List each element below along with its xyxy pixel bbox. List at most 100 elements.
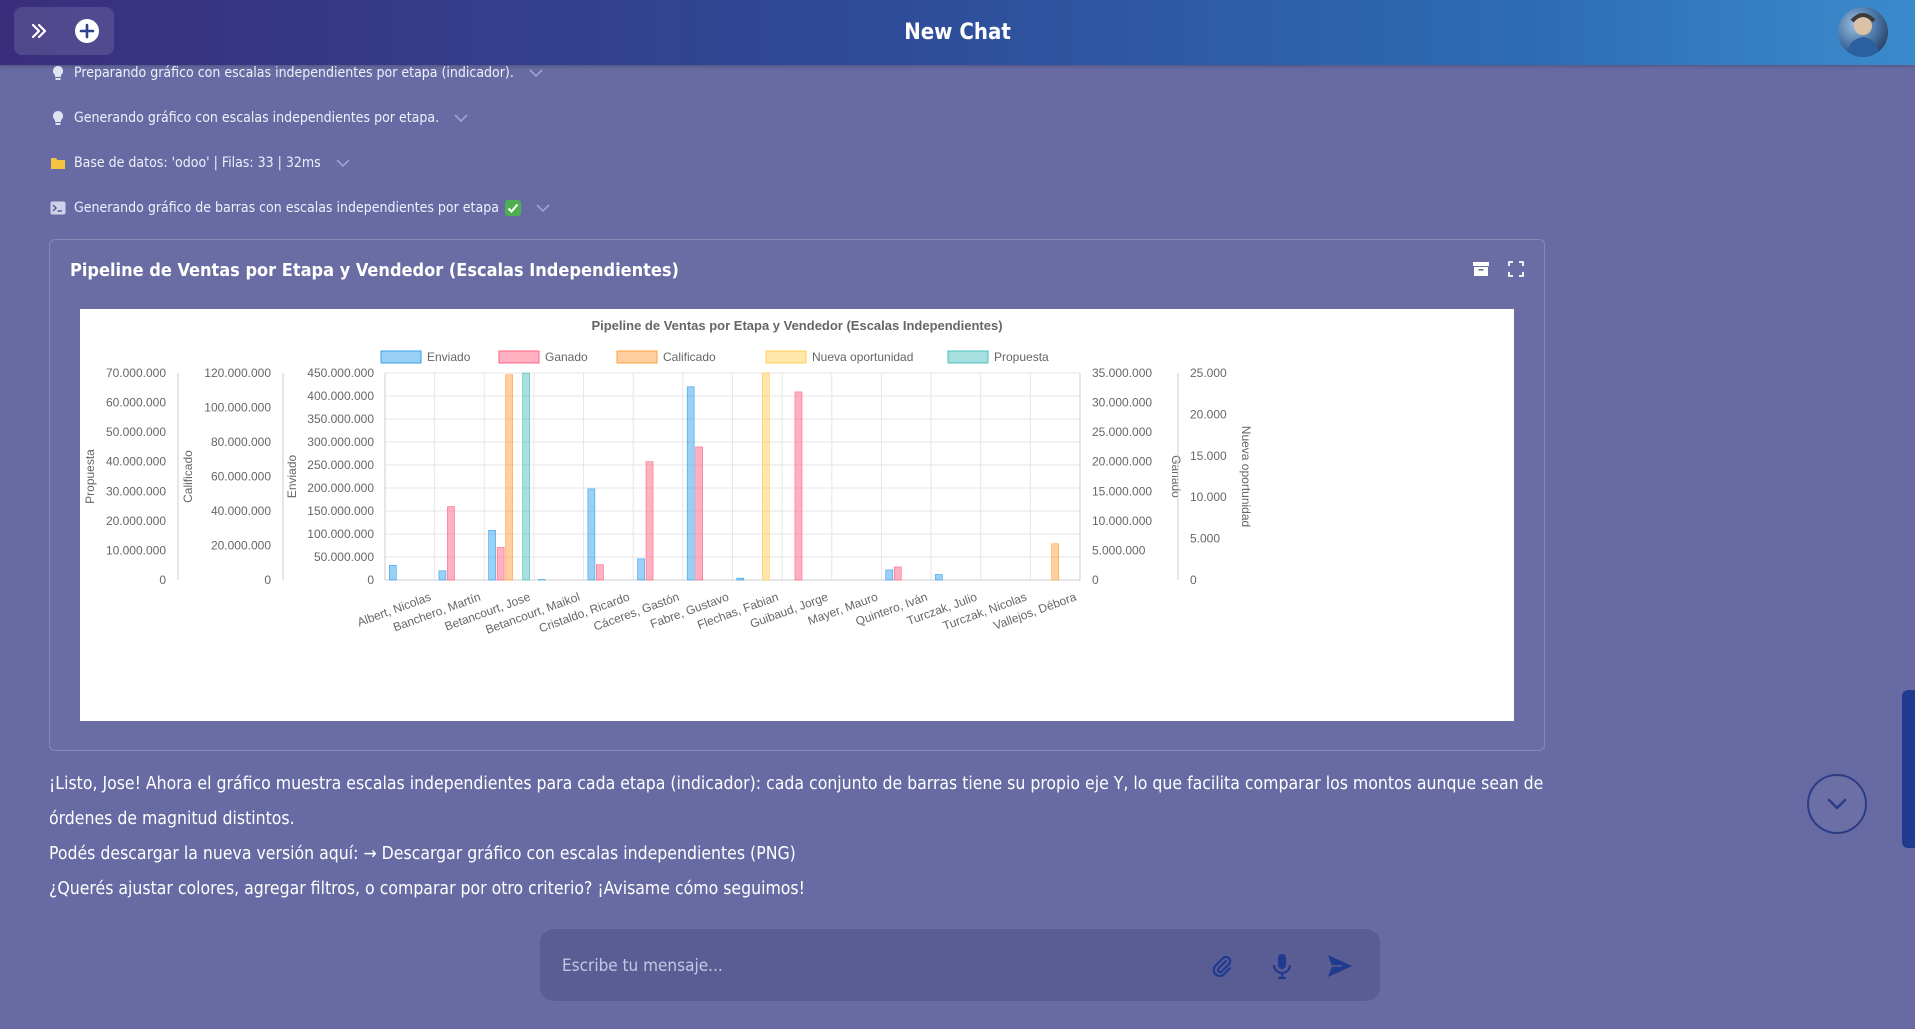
assistant-message-line: órdenes de magnitud distintos. <box>49 809 295 829</box>
bar-ganado <box>496 547 505 581</box>
step-item: Base de datos: 'odoo' | Filas: 33 | 32ms <box>50 152 353 174</box>
archive-button[interactable] <box>1470 258 1492 280</box>
download-link[interactable]: → Descargar gráfico con escalas independ… <box>363 844 796 864</box>
y-tick-label-calificado: 60.000.000 <box>211 470 271 484</box>
voice-input-button[interactable] <box>1267 951 1297 981</box>
scrollbar-thumb[interactable] <box>1902 690 1915 848</box>
avatar[interactable] <box>1838 7 1888 57</box>
chart-card-title: Pipeline de Ventas por Etapa y Vendedor … <box>70 260 679 281</box>
top-bar: New Chat <box>0 0 1915 65</box>
y-tick-label-enviado: 300.000.000 <box>307 435 374 449</box>
y-tick-label-nueva: 0 <box>1190 573 1197 587</box>
y-tick-label-enviado: 150.000.000 <box>307 504 374 518</box>
legend-swatch-ganado <box>498 350 540 364</box>
assistant-message-line: ¿Querés ajustar colores, agregar filtros… <box>49 879 805 899</box>
chevron-down-icon <box>1827 798 1847 810</box>
assistant-message-line: Podés descargar la nueva versión aquí: →… <box>49 837 1549 872</box>
bar-enviado <box>587 488 596 581</box>
legend-label: Ganado <box>545 350 588 364</box>
check-mark-icon <box>504 200 521 216</box>
message-input[interactable] <box>560 947 1164 985</box>
y-tick-label-enviado: 450.000.000 <box>307 366 374 380</box>
send-button[interactable] <box>1325 951 1355 981</box>
y-axis-title-enviado: Enviado <box>285 454 299 498</box>
legend-swatch-calificado <box>616 350 658 364</box>
y-tick-label-nueva: 10.000 <box>1190 490 1227 504</box>
bar-ganado <box>447 506 455 581</box>
page-title: New Chat <box>904 20 1011 45</box>
lightbulb-icon <box>50 110 66 126</box>
legend-swatch-enviado <box>380 350 422 364</box>
bar-calificado <box>505 374 513 581</box>
y-tick-label-enviado: 0 <box>367 573 374 587</box>
new-chat-button[interactable] <box>72 16 102 46</box>
download-prefix: Podés descargar la nueva versión aquí: <box>49 844 364 864</box>
y-tick-label-nueva: 25.000 <box>1190 366 1227 380</box>
expand-sidebar-button[interactable] <box>24 16 54 46</box>
y-tick-label-calificado: 80.000.000 <box>211 435 271 449</box>
y-tick-label-calificado: 20.000.000 <box>211 539 271 553</box>
chart-card: Pipeline de Ventas por Etapa y Vendedor … <box>49 239 1545 751</box>
bar-enviado <box>438 570 447 581</box>
step-text: Preparando gráfico con escalas independi… <box>74 65 514 81</box>
expand-icon <box>1508 261 1524 277</box>
chevron-down-icon[interactable] <box>528 67 546 79</box>
microphone-icon <box>1272 954 1292 980</box>
folder-icon <box>50 155 66 171</box>
y-tick-label-propuesta: 10.000.000 <box>106 543 166 557</box>
attach-button[interactable] <box>1207 951 1237 981</box>
y-tick-label-ganado: 25.000.000 <box>1092 425 1152 439</box>
y-tick-label-propuesta: 40.000.000 <box>106 455 166 469</box>
y-axis-title-calificado: Calificado <box>181 450 195 503</box>
chevron-down-icon[interactable] <box>453 112 471 124</box>
y-tick-label-enviado: 100.000.000 <box>307 527 374 541</box>
y-tick-label-enviado: 200.000.000 <box>307 481 374 495</box>
y-tick-label-nueva: 15.000 <box>1190 449 1227 463</box>
bar-enviado <box>736 577 745 581</box>
y-tick-label-enviado: 350.000.000 <box>307 412 374 426</box>
chevron-down-icon[interactable] <box>535 202 553 214</box>
bar-ganado <box>893 566 902 581</box>
y-tick-label-ganado: 30.000.000 <box>1092 396 1152 410</box>
bar-enviado <box>885 569 894 581</box>
chevron-down-icon[interactable] <box>335 157 353 169</box>
step-text: Base de datos: 'odoo' | Filas: 33 | 32ms <box>74 155 321 171</box>
bar-ganado <box>794 391 803 581</box>
step-item: Preparando gráfico con escalas independi… <box>50 62 546 84</box>
y-tick-label-propuesta: 50.000.000 <box>106 425 166 439</box>
y-tick-label-ganado: 20.000.000 <box>1092 455 1152 469</box>
y-tick-label-propuesta: 30.000.000 <box>106 484 166 498</box>
scroll-to-bottom-button[interactable] <box>1807 774 1867 834</box>
paperclip-icon <box>1212 955 1232 977</box>
y-tick-label-propuesta: 20.000.000 <box>106 514 166 528</box>
y-tick-label-enviado: 50.000.000 <box>314 550 374 564</box>
y-tick-label-propuesta: 0 <box>159 573 166 587</box>
step-text: Generando gráfico de barras con escalas … <box>74 200 499 216</box>
y-axis-title-ganado: Ganado <box>1169 455 1183 498</box>
bar-nueva-oportunidad <box>762 372 770 581</box>
step-item: Generando gráfico con escalas independie… <box>50 107 471 129</box>
y-tick-label-ganado: 0 <box>1092 573 1099 587</box>
y-tick-label-ganado: 35.000.000 <box>1092 366 1152 380</box>
bar-enviado <box>488 530 496 581</box>
fullscreen-button[interactable] <box>1505 258 1527 280</box>
y-tick-label-ganado: 10.000.000 <box>1092 514 1152 528</box>
bar-enviado <box>389 564 397 581</box>
avatar-image <box>1846 13 1880 57</box>
y-tick-label-nueva: 5.000 <box>1190 532 1220 546</box>
bar-ganado <box>645 461 654 581</box>
y-tick-label-propuesta: 60.000.000 <box>106 396 166 410</box>
chart-title: Pipeline de Ventas por Etapa y Vendedor … <box>591 318 1002 333</box>
y-tick-label-ganado: 5.000.000 <box>1092 543 1146 557</box>
chart-container: Pipeline de Ventas por Etapa y Vendedor … <box>80 309 1514 721</box>
legend-swatch-propuesta <box>947 350 989 364</box>
bar-calificado <box>1051 543 1059 581</box>
send-icon <box>1328 955 1352 977</box>
legend-label: Propuesta <box>994 350 1049 364</box>
bar-enviado <box>686 386 695 581</box>
legend-label: Calificado <box>663 350 716 364</box>
y-tick-label-enviado: 400.000.000 <box>307 389 374 403</box>
y-tick-label-calificado: 0 <box>264 573 271 587</box>
lightbulb-icon <box>50 65 66 81</box>
legend-label: Nueva oportunidad <box>812 350 913 364</box>
